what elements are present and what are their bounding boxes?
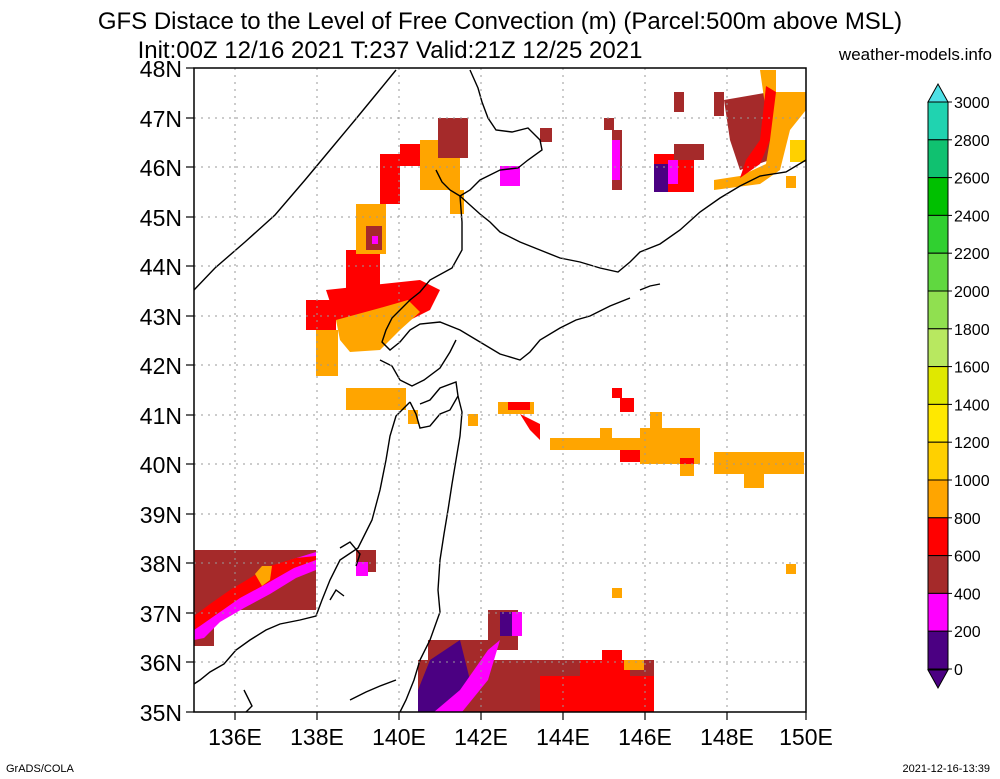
colorbar-label: 600	[954, 549, 981, 566]
lat-label: 39N	[140, 502, 182, 528]
lon-label: 146E	[618, 724, 672, 750]
lat-label: 46N	[140, 155, 182, 181]
lon-label: 144E	[536, 724, 590, 750]
colorbar-band	[927, 366, 949, 405]
north-patch	[306, 70, 806, 376]
chart-subtitle: Init:00Z 12/16 2021 T:237 Valid:21Z 12/2…	[0, 37, 1000, 65]
colorbar-band	[927, 517, 949, 557]
colorbar-band	[927, 177, 949, 216]
colorbar-band	[927, 139, 949, 179]
footer-timestamp: 2021-12-16-13:39	[902, 763, 990, 775]
colorbar-label: 2000	[954, 284, 990, 301]
chart-title: GFS Distace to the Level of Free Convect…	[97, 8, 903, 35]
mid-band	[346, 388, 804, 488]
colorbar-label: 1800	[954, 322, 990, 339]
colorbar-band	[927, 479, 949, 519]
lat-label: 35N	[140, 700, 182, 726]
lat-label: 38N	[140, 551, 182, 577]
lon-label: 148E	[700, 724, 754, 750]
lon-label: 140E	[372, 724, 426, 750]
colorbar-label: 200	[954, 624, 981, 641]
lat-label: 48N	[140, 56, 182, 82]
colorbar-band	[927, 592, 949, 632]
colorbar: 3000280026002400220020001800160014001200…	[927, 82, 990, 690]
grid	[194, 68, 806, 712]
colorbar-band	[927, 555, 949, 594]
lat-label: 47N	[140, 106, 182, 132]
colorbar-band	[927, 441, 949, 481]
lfc-shading	[194, 70, 806, 712]
colorbar-boxes	[927, 101, 949, 670]
colorbar-band	[927, 290, 949, 330]
lat-label: 36N	[140, 650, 182, 676]
colorbar-bottom-arrow	[927, 669, 949, 690]
colorbar-label: 2400	[954, 208, 990, 225]
lat-labels: 48N 47N 46N 45N 44N 43N 42N 41N 40N 39N …	[140, 56, 182, 726]
colorbar-label: 1000	[954, 473, 990, 490]
lat-label: 45N	[140, 205, 182, 231]
colorbar-band	[927, 214, 949, 254]
colorbar-label: 2600	[954, 171, 990, 188]
se-patch	[418, 564, 796, 712]
lat-label: 44N	[140, 254, 182, 280]
init-valid-line: Init:00Z 12/16 2021 T:237 Valid:21Z 12/2…	[137, 37, 643, 64]
colorbar-label: 1200	[954, 435, 990, 452]
lon-label: 142E	[454, 724, 508, 750]
colorbar-label: 2200	[954, 246, 990, 263]
lat-label: 41N	[140, 403, 182, 429]
site-credit: weather-models.info	[838, 45, 992, 64]
colorbar-band	[927, 101, 949, 141]
map-frame	[193, 67, 807, 713]
lat-label: 40N	[140, 452, 182, 478]
colorbar-label: 400	[954, 586, 981, 603]
footer-credit: GrADS/COLA	[6, 763, 74, 775]
colorbar-band	[927, 403, 949, 443]
colorbar-band	[927, 630, 949, 670]
colorbar-label: 1400	[954, 397, 990, 414]
colorbar-label: 800	[954, 511, 981, 528]
colorbar-labels: 3000280026002400220020001800160014001200…	[948, 95, 990, 679]
ticks	[186, 67, 807, 720]
lon-label: 150E	[779, 724, 833, 750]
lon-label: 136E	[208, 724, 262, 750]
lon-labels: 136E 138E 140E 142E 144E 146E 148E 150E	[208, 724, 833, 750]
lat-label: 43N	[140, 304, 182, 330]
coastlines	[193, 69, 807, 713]
lon-label: 138E	[290, 724, 344, 750]
colorbar-label: 3000	[954, 95, 990, 112]
colorbar-label: 0	[954, 662, 963, 679]
colorbar-band	[927, 252, 949, 292]
colorbar-band	[927, 328, 949, 368]
lat-label: 42N	[140, 353, 182, 379]
sw-patch	[194, 550, 376, 646]
lat-label: 37N	[140, 601, 182, 627]
colorbar-label: 1600	[954, 360, 990, 377]
colorbar-top-arrow	[927, 82, 949, 103]
colorbar-label: 2800	[954, 133, 990, 150]
